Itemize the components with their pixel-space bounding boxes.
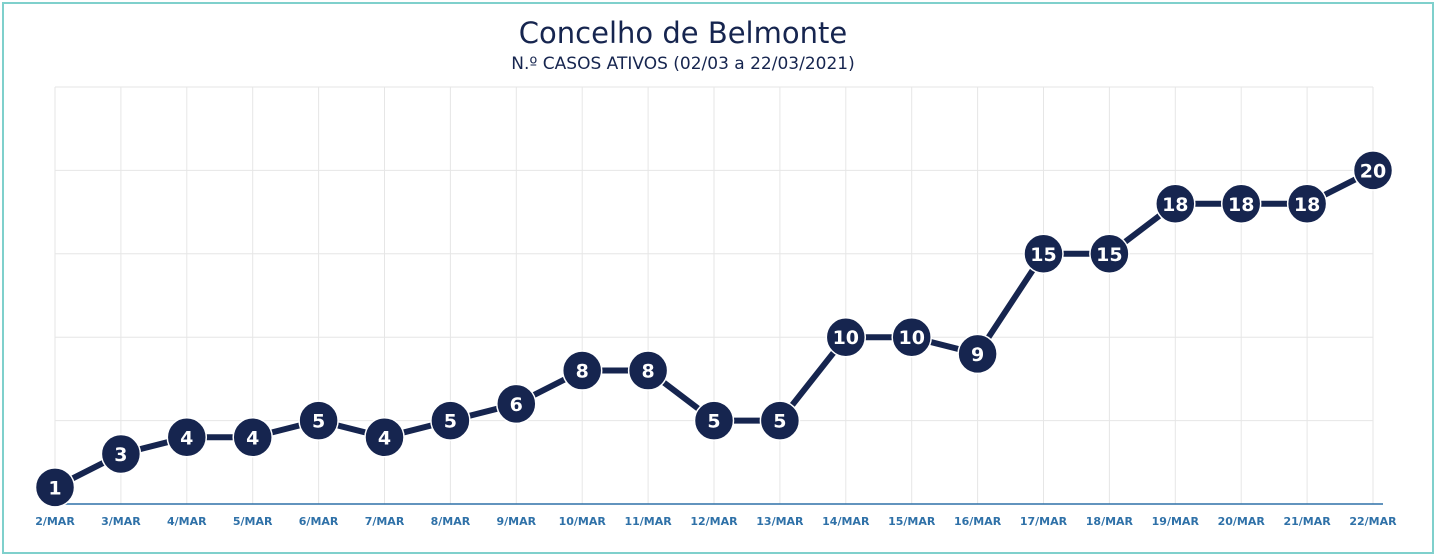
- x-tick-label: 2/MAR: [35, 515, 75, 528]
- x-tick-label: 8/MAR: [431, 515, 471, 528]
- x-tick-label: 11/MAR: [624, 515, 672, 528]
- data-point-marker: [298, 400, 339, 441]
- data-point-marker: [34, 467, 76, 508]
- data-point-marker: [496, 383, 537, 425]
- x-tick-label: 5/MAR: [233, 515, 273, 528]
- x-tick-label: 3/MAR: [101, 515, 141, 528]
- data-label: 20: [1360, 160, 1386, 182]
- data-point-marker: [1023, 233, 1064, 275]
- data-label: 8: [576, 361, 589, 383]
- data-point-marker: [166, 417, 208, 458]
- data-point-marker: [430, 400, 471, 441]
- data-points-group: 1 3 4 4 5 4 5 6 8 8 5 5 10 10 9 15 15 18 18 18 20: [34, 150, 1394, 508]
- x-tick-label: 9/MAR: [496, 515, 536, 528]
- data-label: 10: [898, 327, 924, 349]
- data-point-marker: [957, 333, 998, 375]
- data-point-marker: [759, 400, 801, 441]
- data-label: 1: [48, 477, 61, 499]
- data-label: 4: [180, 427, 193, 449]
- data-label: 6: [510, 394, 523, 416]
- data-label: 5: [773, 411, 786, 433]
- x-tick-label: 20/MAR: [1218, 515, 1266, 528]
- data-point-marker: [364, 417, 405, 458]
- data-point-marker: [627, 350, 669, 391]
- data-label: 10: [833, 327, 859, 349]
- data-point-marker: [1220, 183, 1262, 225]
- x-tick-label: 22/MAR: [1349, 515, 1397, 528]
- data-label: 9: [971, 344, 984, 366]
- x-tick-label: 16/MAR: [954, 515, 1002, 528]
- data-label: 18: [1294, 194, 1320, 216]
- data-point-marker: [1352, 150, 1394, 191]
- data-point-marker: [561, 350, 603, 391]
- x-tick-label: 18/MAR: [1086, 515, 1134, 528]
- data-label: 18: [1162, 194, 1188, 216]
- data-point-marker: [1089, 233, 1130, 275]
- data-label: 5: [707, 411, 720, 433]
- x-tick-label: 7/MAR: [365, 515, 405, 528]
- data-point-marker: [825, 316, 867, 358]
- x-tick-label: 21/MAR: [1283, 515, 1331, 528]
- chart-subtitle: N.º CASOS ATIVOS (02/03 a 22/03/2021): [511, 54, 855, 74]
- x-tick-labels: 2/MAR 3/MAR 4/MAR 5/MAR 6/MAR 7/MAR 8/MAR 9/MAR…: [35, 515, 1397, 528]
- data-label: 18: [1228, 194, 1254, 216]
- chart-title: Concelho de Belmonte: [518, 16, 848, 50]
- data-point-marker: [1286, 183, 1328, 225]
- data-label: 8: [641, 361, 654, 383]
- data-label: 5: [444, 411, 457, 433]
- x-tick-label: 4/MAR: [167, 515, 207, 528]
- x-tick-label: 17/MAR: [1020, 515, 1068, 528]
- data-label: 5: [312, 411, 325, 433]
- data-label: 3: [114, 444, 127, 466]
- x-tick-label: 6/MAR: [299, 515, 339, 528]
- x-tick-label: 19/MAR: [1152, 515, 1200, 528]
- data-label: 15: [1030, 244, 1056, 266]
- x-tick-label: 12/MAR: [690, 515, 738, 528]
- data-point-marker: [693, 400, 735, 441]
- data-label: 4: [378, 427, 391, 449]
- x-tick-label: 15/MAR: [888, 515, 936, 528]
- x-tick-label: 13/MAR: [756, 515, 804, 528]
- data-point-marker: [100, 433, 142, 475]
- data-point-marker: [232, 417, 273, 458]
- x-tick-label: 10/MAR: [559, 515, 607, 528]
- data-label: 4: [246, 427, 259, 449]
- data-point-marker: [1155, 183, 1196, 225]
- data-label: 15: [1096, 244, 1122, 266]
- x-tick-label: 14/MAR: [822, 515, 870, 528]
- data-point-marker: [891, 316, 932, 358]
